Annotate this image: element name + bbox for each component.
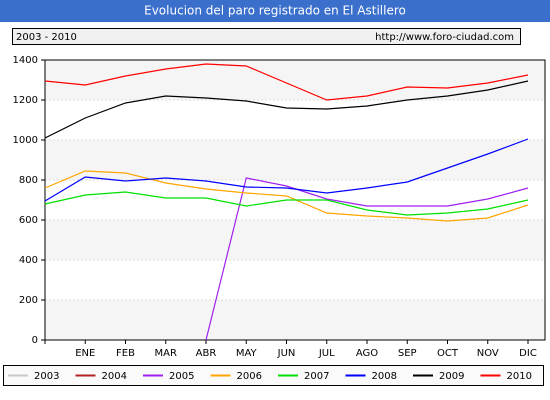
legend-label: 2009 xyxy=(439,371,464,382)
y-tick-label: 800 xyxy=(19,175,38,186)
legend-label: 2003 xyxy=(34,371,59,382)
chart-title: Evolucion del paro registrado en El Asti… xyxy=(144,4,406,18)
y-tick-label: 0 xyxy=(32,335,38,346)
x-tick-label: SEP xyxy=(398,348,417,359)
x-tick-label: MAR xyxy=(155,348,177,359)
x-tick-label: JUL xyxy=(318,348,335,359)
subtitle-box xyxy=(12,28,521,45)
title-bar xyxy=(0,0,550,22)
x-tick-label: MAY xyxy=(236,348,258,359)
x-tick-label: JUN xyxy=(277,348,296,359)
x-tick-label: ABR xyxy=(196,348,217,359)
x-tick-label: NOV xyxy=(477,348,499,359)
source: http://www.foro-ciudad.com xyxy=(375,32,514,43)
y-tick-label: 600 xyxy=(19,215,38,226)
series-line xyxy=(44,191,529,216)
series-line xyxy=(44,138,529,202)
grid-band xyxy=(45,300,545,340)
x-tick-label: DIC xyxy=(519,348,537,359)
y-tick-label: 200 xyxy=(19,295,38,306)
subtitle: 2003 - 2010 xyxy=(16,32,77,43)
series-line xyxy=(44,80,529,139)
series-line xyxy=(44,170,529,222)
series-line xyxy=(205,177,529,341)
x-tick-label: ENE xyxy=(75,348,95,359)
plot-border xyxy=(44,59,546,341)
y-tick-label: 1000 xyxy=(13,135,38,146)
legend-label: 2006 xyxy=(237,371,262,382)
legend-box xyxy=(3,365,544,386)
legend-label: 2008 xyxy=(372,371,397,382)
grid-band xyxy=(45,60,545,100)
grid-band xyxy=(45,220,545,260)
y-tick-label: 1400 xyxy=(13,55,38,66)
series-line xyxy=(44,63,529,101)
legend-label: 2005 xyxy=(169,371,194,382)
legend-label: 2007 xyxy=(304,371,329,382)
legend-label: 2010 xyxy=(507,371,532,382)
y-tick-label: 1200 xyxy=(13,95,38,106)
x-tick-label: AGO xyxy=(356,348,378,359)
x-tick-label: OCT xyxy=(437,348,459,359)
y-tick-label: 400 xyxy=(19,255,38,266)
x-tick-label: FEB xyxy=(116,348,135,359)
legend-label: 2004 xyxy=(102,371,127,382)
